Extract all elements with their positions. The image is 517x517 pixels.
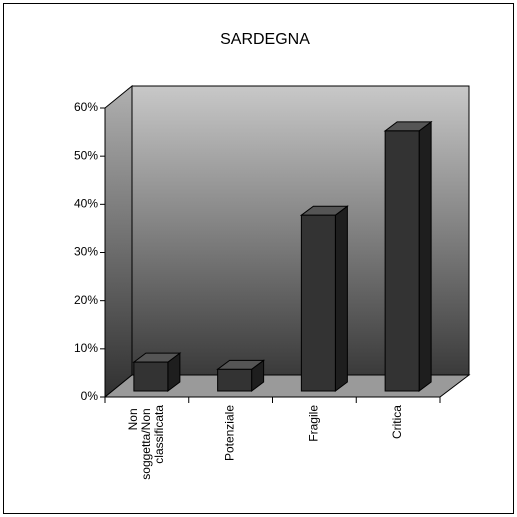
y-tick-label: 20% (74, 293, 98, 307)
bar (300, 214, 336, 392)
y-tick-label: 0% (81, 389, 99, 403)
x-tick-label: Fragile (307, 405, 321, 442)
chart-title: SARDEGNA (220, 31, 310, 48)
y-tick-label: 40% (74, 197, 98, 211)
y-tick-label: 60% (74, 100, 98, 114)
y-tick-label: 30% (74, 245, 98, 259)
x-tick-label: Potenziale (223, 405, 237, 461)
x-tick-label: Critica (390, 405, 404, 439)
bar-side (334, 205, 348, 392)
y-tick-label: 50% (74, 148, 98, 162)
y-tick-label: 10% (74, 341, 98, 355)
side-wall (104, 84, 133, 399)
x-tick-label: Non soggetta/Non classificata (126, 405, 166, 480)
bar-side (418, 120, 432, 392)
bar (217, 368, 253, 392)
bar (384, 130, 420, 392)
bar (133, 361, 169, 392)
